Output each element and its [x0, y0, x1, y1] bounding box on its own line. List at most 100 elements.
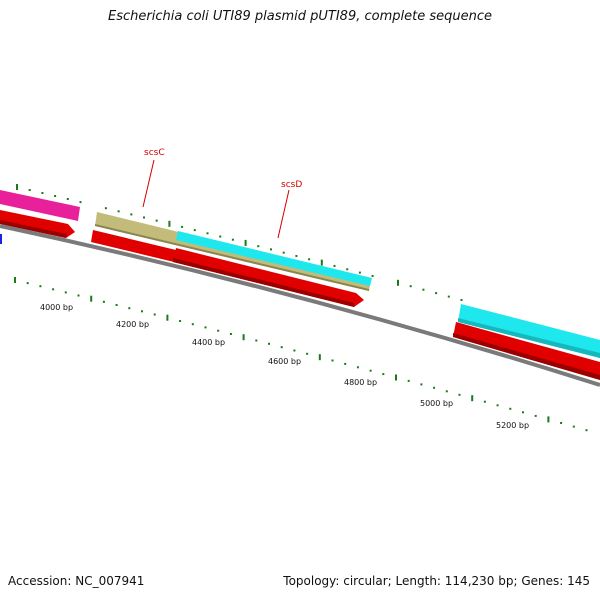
scsd-leader [277, 189, 290, 239]
minor-tick [534, 414, 537, 417]
minor-tick [333, 264, 336, 267]
minor-tick [191, 323, 194, 326]
minor-tick [433, 386, 436, 389]
minor-tick [282, 251, 285, 254]
minor-tick [522, 411, 524, 414]
minor-tick [371, 275, 374, 277]
minor-tick [66, 198, 69, 200]
minor-tick [572, 425, 575, 428]
minor-tick [64, 291, 67, 294]
minor-tick [280, 346, 283, 349]
major-tick [318, 354, 321, 361]
gene-red-mid-b-shade[interactable] [173, 258, 354, 307]
gene-red-mid-b[interactable] [173, 248, 364, 307]
minor-tick [181, 225, 184, 228]
gene-red-left[interactable] [0, 210, 75, 238]
minor-tick [346, 268, 349, 271]
minor-tick [496, 404, 499, 407]
minor-tick [422, 288, 425, 291]
backbone-arc [0, 224, 600, 387]
upper-gene-row [0, 190, 600, 358]
accession-text: Accession: NC_007941 [8, 574, 145, 588]
gene-red-right-shade[interactable] [453, 333, 600, 380]
minor-tick [104, 207, 107, 210]
gene-red-left-shade[interactable] [0, 220, 67, 238]
major-tick [90, 295, 93, 302]
minor-tick [585, 429, 588, 432]
minor-tick [382, 373, 385, 376]
minor-tick [155, 219, 158, 222]
minor-tick [179, 320, 182, 322]
minor-tick [409, 285, 412, 288]
minor-tick [509, 407, 512, 410]
scale-label: 4800 bp [344, 378, 377, 387]
scale-label: 4600 bp [268, 357, 301, 366]
topology-summary: Topology: circular; Length: 114,230 bp; … [283, 574, 590, 588]
minor-tick [435, 292, 438, 295]
major-tick [244, 239, 247, 246]
scale-label: 5200 bp [496, 421, 529, 430]
scale-label: 5000 bp [420, 399, 453, 408]
major-tick [14, 277, 16, 283]
minor-tick [407, 379, 410, 382]
minor-tick [79, 201, 82, 204]
minor-tick [102, 300, 105, 303]
gene-magenta[interactable] [0, 190, 80, 221]
minor-tick [231, 238, 234, 241]
gene-cyan-right-shade[interactable] [458, 318, 600, 358]
minor-tick [257, 245, 260, 248]
lower-gene-row [0, 210, 600, 380]
minor-tick [141, 310, 143, 313]
minor-tick [217, 329, 220, 332]
minor-tick [77, 294, 80, 297]
gene-labels: scsC scsD [142, 148, 302, 239]
minor-tick [445, 390, 448, 393]
minor-tick [358, 271, 361, 274]
minor-tick [153, 313, 156, 316]
major-tick [471, 395, 474, 402]
major-tick [16, 184, 18, 190]
scsc-leader [142, 159, 155, 208]
major-tick [395, 374, 397, 381]
minor-tick [331, 359, 334, 362]
gene-khaki-dark[interactable] [95, 224, 369, 291]
minor-tick [143, 216, 145, 219]
minor-tick [460, 299, 463, 301]
scsc-label[interactable]: scsC [144, 148, 165, 158]
scale-label: 4000 bp [40, 303, 73, 312]
major-tick [547, 416, 550, 423]
minor-tick [420, 383, 423, 386]
major-tick [166, 314, 169, 321]
minor-tick [28, 189, 31, 191]
minor-tick [458, 393, 461, 396]
minor-tick [560, 422, 563, 424]
minor-tick [356, 366, 359, 369]
gene-red-mid-a[interactable] [91, 230, 176, 262]
scsd-label[interactable]: scsD [281, 180, 302, 190]
scale-label: 4200 bp [116, 320, 149, 329]
minor-tick [270, 248, 272, 251]
gene-cyan-scsd[interactable] [176, 231, 372, 286]
minor-tick [229, 333, 232, 335]
scale-tick-ring [14, 277, 588, 432]
minor-tick [206, 232, 209, 235]
minor-tick [293, 349, 296, 352]
minor-tick [52, 288, 55, 291]
minor-tick [117, 210, 120, 213]
minor-tick [255, 339, 258, 342]
minor-tick [54, 195, 57, 197]
major-tick [397, 279, 399, 286]
minor-tick [308, 258, 311, 261]
minor-tick [41, 192, 44, 194]
gene-blue[interactable] [0, 234, 2, 244]
map-title: Escherichia coli UTI89 plasmid pUTI89, c… [108, 9, 492, 24]
minor-tick [483, 400, 486, 403]
minor-tick [344, 362, 347, 365]
minor-tick [204, 326, 207, 329]
minor-tick [306, 352, 309, 355]
minor-tick [39, 285, 42, 288]
minor-tick [128, 307, 131, 310]
scale-labels: 4000 bp 4200 bp 4400 bp 4600 bp 4800 bp … [40, 303, 529, 430]
minor-tick [115, 304, 118, 306]
